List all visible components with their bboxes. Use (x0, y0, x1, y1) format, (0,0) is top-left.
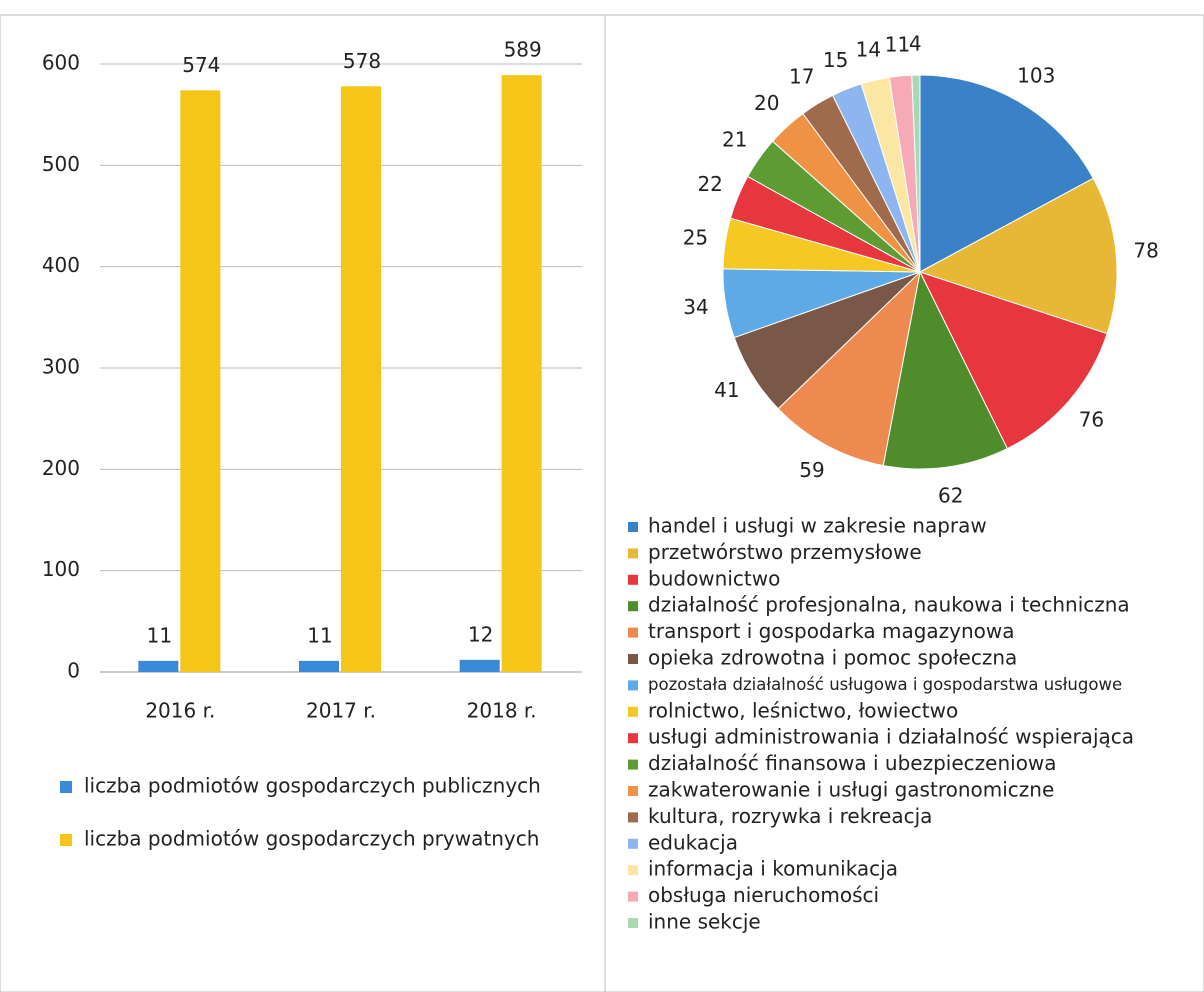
value-label: 76 (1079, 407, 1104, 431)
value-label: 11 (307, 623, 332, 647)
legend-swatch (628, 522, 638, 532)
legend-label: liczba podmiotów gospodarczych publiczny… (84, 774, 541, 798)
y-tick-label: 0 (67, 659, 80, 683)
legend-swatch (628, 654, 638, 664)
legend-swatch (628, 838, 638, 849)
legend-label: edukacja (648, 830, 738, 854)
legend-label: opieka zdrowotna i pomoc społeczna (648, 646, 1017, 670)
legend-swatch (628, 918, 638, 928)
value-label: 20 (754, 91, 779, 115)
y-tick-label: 200 (42, 456, 80, 480)
value-label: 22 (697, 172, 722, 196)
value-label: 34 (683, 295, 708, 319)
legend-swatch (628, 627, 638, 638)
legend-swatch (628, 601, 638, 612)
value-label: 59 (799, 458, 824, 482)
value-label: 12 (468, 622, 493, 646)
legend-swatch (628, 786, 638, 796)
legend-label: obsługa nieruchomości (648, 883, 879, 907)
value-label: 62 (938, 483, 963, 507)
value-label: 14 (856, 37, 881, 61)
legend-label: informacja i komunikacja (648, 857, 898, 881)
legend-label: budownictwo (648, 566, 780, 590)
legend-label: inne sekcje (648, 910, 761, 934)
y-tick-label: 400 (42, 253, 80, 277)
pie-slice (919, 74, 1094, 273)
legend-swatch (628, 548, 638, 559)
legend-label: kultura, rozrywka i rekreacja (648, 804, 932, 828)
value-label: 15 (823, 48, 848, 72)
legend-label: przetwórstwo przemysłowe (648, 540, 922, 564)
value-label: 41 (714, 378, 739, 402)
value-label: 25 (683, 225, 708, 249)
value-label: 103 (1017, 64, 1055, 88)
legend-swatch (628, 759, 638, 770)
pie-slice (911, 74, 921, 273)
legend-label: usługi administrowania i działalność wsp… (648, 725, 1134, 749)
bar (180, 90, 221, 672)
x-tick-label: 2017 r. (306, 699, 376, 723)
frame (0, 14, 1204, 992)
legend-swatch (628, 733, 638, 744)
y-tick-label: 100 (42, 557, 80, 581)
x-tick-label: 2016 r. (145, 699, 215, 723)
legend-label: handel i usługi w zakresie napraw (648, 514, 987, 538)
bar (138, 660, 179, 672)
legend-label: rolnictwo, leśnictwo, łowiectwo (648, 698, 958, 722)
y-tick-label: 600 (42, 51, 80, 75)
value-label: 578 (343, 49, 381, 73)
value-label: 11 (147, 623, 172, 647)
legend-swatch (628, 891, 638, 902)
value-label: 17 (789, 65, 814, 89)
pie-slice (919, 271, 1108, 450)
legend-label: działalność finansowa i ubezpieczeniowa (648, 751, 1057, 775)
legend-label: liczba podmiotów gospodarczych prywatnyc… (84, 827, 539, 851)
pie-slice (918, 177, 1118, 335)
legend-swatch (628, 812, 638, 823)
bar (341, 86, 381, 672)
value-label: 589 (504, 38, 542, 62)
legend-label: działalność profesjonalna, naukowa i tec… (648, 593, 1130, 617)
legend-swatch (60, 834, 72, 846)
legend-label: transport i gospodarka magazynowa (648, 619, 1015, 643)
legend-swatch (628, 865, 638, 876)
legend-swatch (628, 574, 638, 585)
legend-swatch (628, 706, 638, 717)
value-label: 11 (885, 33, 910, 57)
bar (501, 75, 542, 672)
legend-label: pozostała działalność usługowa i gospoda… (648, 675, 1122, 694)
y-tick-label: 500 (42, 152, 80, 176)
legend-label: zakwaterowanie i usługi gastronomiczne (648, 778, 1054, 802)
y-tick-label: 300 (42, 355, 80, 379)
bar (299, 660, 339, 672)
value-label: 21 (722, 127, 747, 151)
pie-slice (777, 270, 921, 467)
value-label: 4 (909, 32, 922, 56)
legend-swatch (60, 781, 72, 793)
value-label: 574 (182, 53, 220, 77)
value-label: 78 (1133, 238, 1158, 262)
legend-swatch (628, 680, 638, 691)
bar (459, 659, 500, 672)
x-tick-label: 2018 r. (467, 699, 537, 723)
pie-slice (882, 270, 1008, 470)
